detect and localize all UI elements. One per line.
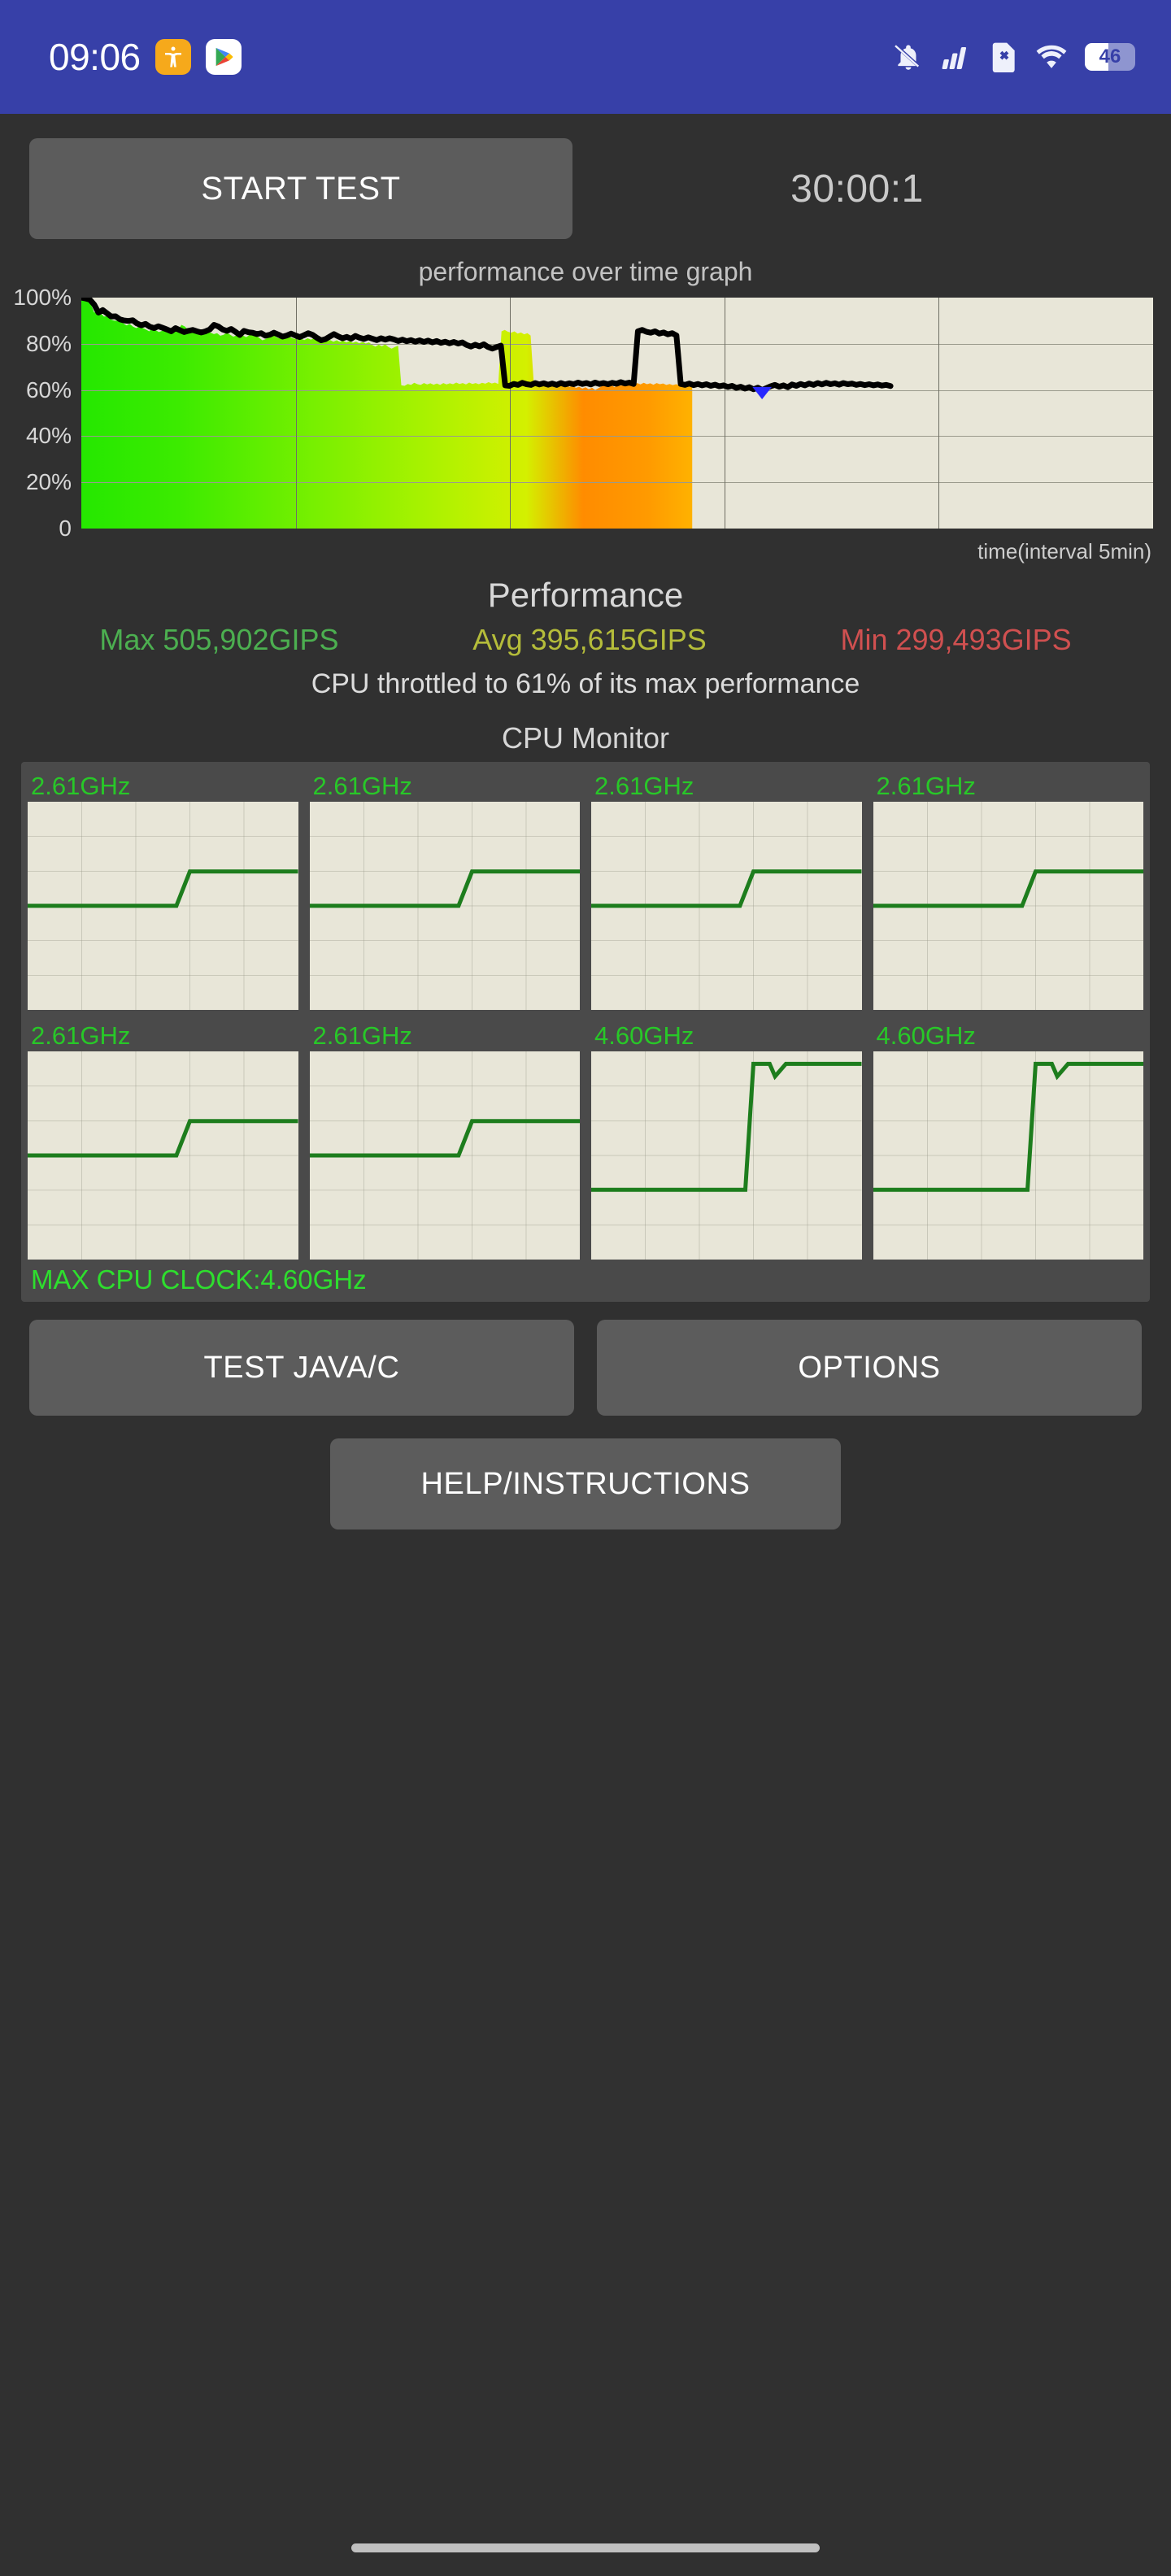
gridline-x2 — [510, 298, 511, 529]
status-clock: 09:06 — [49, 36, 141, 78]
status-bar-right: 46 — [893, 41, 1135, 72]
cpu-core-3-plot — [873, 802, 1143, 1010]
accessibility-icon[interactable] — [155, 39, 191, 75]
performance-stats: Max 505,902GIPS Avg 395,615GIPS Min 299,… — [0, 623, 1171, 657]
status-bar: 09:06 — [0, 0, 1171, 114]
throttle-summary: CPU throttled to 61% of its max performa… — [311, 668, 860, 699]
cpu-core-4-frequency: 2.61GHz — [31, 1021, 131, 1050]
cpu-core-grid: 2.61GHz 2.61GHz 2.61GHz 2.61GHz 2.61GHz 2.61G… — [28, 768, 1143, 1260]
cpu-core-5-plot — [309, 1051, 580, 1260]
wifi-icon — [1034, 43, 1069, 71]
chart-y-axis: 100% 80% 60% 40% 20% 0 — [0, 285, 78, 541]
chart-plot-area — [81, 298, 1153, 529]
battery-fill — [1085, 43, 1108, 71]
max-cpu-clock-label: MAX CPU CLOCK:4.60GHz — [31, 1264, 367, 1295]
gridline-40 — [81, 436, 1153, 437]
bottom-button-row: TEST JAVA/C OPTIONS — [0, 1302, 1171, 1416]
performance-chart: performance over time graph 100% 80% 60%… — [0, 257, 1171, 571]
y-tick-0: 0 — [59, 516, 72, 541]
sim-missing-icon — [990, 41, 1018, 72]
chart-line — [81, 298, 1153, 399]
cpu-core-5: 2.61GHz — [309, 1018, 580, 1260]
play-store-icon[interactable] — [205, 39, 242, 75]
cpu-core-4: 2.61GHz — [28, 1018, 298, 1260]
cpu-core-3: 2.61GHz — [873, 768, 1143, 1010]
options-button[interactable]: OPTIONS — [597, 1320, 1142, 1416]
cpu-core-7: 4.60GHz — [873, 1018, 1143, 1260]
start-test-button[interactable]: START TEST — [29, 138, 572, 239]
y-tick-60: 60% — [25, 376, 72, 402]
battery-indicator: 46 — [1085, 43, 1135, 71]
y-tick-40: 40% — [25, 423, 72, 449]
cpu-monitor-panel: 2.61GHz 2.61GHz 2.61GHz 2.61GHz 2.61GHz 2.61G… — [21, 762, 1150, 1302]
home-gesture-pill[interactable] — [351, 2543, 820, 2552]
gridline-x4 — [938, 298, 940, 529]
help-button-row: HELP/INSTRUCTIONS — [0, 1416, 1171, 1530]
help-instructions-button[interactable]: HELP/INSTRUCTIONS — [330, 1438, 841, 1530]
y-tick-20: 20% — [25, 469, 72, 495]
cpu-core-0-plot — [28, 802, 298, 1010]
cpu-core-6: 4.60GHz — [591, 1018, 862, 1260]
top-controls-row: START TEST 30:00:1 — [0, 114, 1171, 254]
cellular-signal-icon — [940, 43, 974, 71]
gridline-60 — [81, 389, 1153, 391]
cpu-core-2-frequency: 2.61GHz — [594, 772, 694, 800]
app-body: START TEST 30:00:1 performance over time… — [0, 114, 1171, 1530]
cpu-core-6-plot — [591, 1051, 862, 1260]
y-tick-100: 100% — [13, 285, 72, 310]
cpu-core-0: 2.61GHz — [28, 768, 298, 1010]
cpu-core-5-frequency: 2.61GHz — [312, 1021, 412, 1050]
stat-max: Max 505,902GIPS — [99, 623, 339, 656]
test-java-c-button[interactable]: TEST JAVA/C — [29, 1320, 574, 1416]
gridline-80 — [81, 343, 1153, 345]
performance-heading: Performance — [487, 576, 684, 614]
cpu-core-7-plot — [873, 1051, 1143, 1260]
gridline-x1 — [295, 298, 297, 529]
cpu-core-2-plot — [591, 802, 862, 1010]
notifications-muted-icon — [893, 41, 924, 72]
cpu-core-7-frequency: 4.60GHz — [876, 1021, 976, 1050]
status-bar-left: 09:06 — [49, 35, 242, 79]
cpu-core-1-plot — [309, 802, 580, 1010]
cpu-core-6-frequency: 4.60GHz — [594, 1021, 694, 1050]
cpu-core-3-frequency: 2.61GHz — [876, 772, 976, 800]
stat-avg: Avg 395,615GIPS — [472, 623, 707, 656]
cpu-core-2: 2.61GHz — [591, 768, 862, 1010]
cpu-monitor-heading: CPU Monitor — [501, 721, 670, 755]
cpu-core-0-frequency: 2.61GHz — [31, 772, 131, 800]
chart-title: performance over time graph — [418, 257, 753, 286]
stat-min: Min 299,493GIPS — [840, 623, 1072, 656]
chart-area-fill — [81, 298, 891, 529]
gridline-20 — [81, 482, 1153, 484]
battery-level: 46 — [1099, 46, 1121, 67]
cpu-core-1: 2.61GHz — [309, 768, 580, 1010]
y-tick-80: 80% — [25, 330, 72, 356]
chart-x-axis-label: time(interval 5min) — [977, 539, 1151, 564]
cpu-core-4-plot — [28, 1051, 298, 1260]
cpu-core-1-frequency: 2.61GHz — [312, 772, 412, 800]
test-timer: 30:00:1 — [790, 167, 924, 211]
system-navigation-bar — [0, 2519, 1171, 2576]
